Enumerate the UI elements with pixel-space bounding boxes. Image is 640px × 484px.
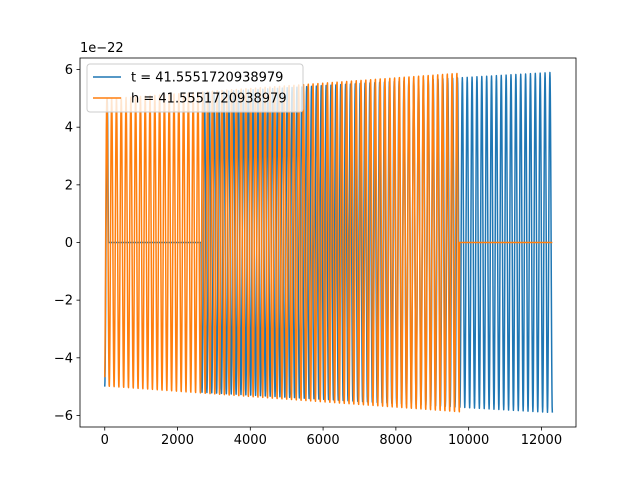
- legend-label-2: h = 41.5551720938979: [131, 92, 287, 107]
- legend-box: [86, 63, 304, 113]
- y-tick-label: −2: [54, 294, 73, 309]
- x-tick-label: 6000: [307, 433, 340, 448]
- x-tick-label: 2000: [161, 433, 194, 448]
- y-offset-label: 1e−22: [80, 41, 124, 56]
- x-tick-label: 10000: [448, 433, 489, 448]
- series-line-2: [104, 72, 553, 413]
- x-tick-label: 12000: [521, 433, 562, 448]
- x-axis: 0 2000 4000 6000 8000 10000 12000: [101, 427, 562, 448]
- legend-label-1: t = 41.5551720938979: [131, 71, 283, 86]
- y-tick-label: 4: [65, 121, 73, 136]
- y-tick-label: −6: [54, 409, 73, 424]
- y-tick-label: 2: [65, 178, 73, 193]
- series-layer: [104, 71, 554, 414]
- legend: t = 41.5551720938979 h = 41.5551720938979: [86, 63, 304, 113]
- y-tick-label: 6: [65, 63, 73, 78]
- y-tick-label: −4: [54, 351, 73, 366]
- x-tick-label: 0: [101, 433, 109, 448]
- y-tick-label: 0: [65, 236, 73, 251]
- y-axis: −6 −4 −2 0 2 4 6: [54, 63, 80, 424]
- x-tick-label: 4000: [234, 433, 267, 448]
- x-tick-label: 8000: [379, 433, 412, 448]
